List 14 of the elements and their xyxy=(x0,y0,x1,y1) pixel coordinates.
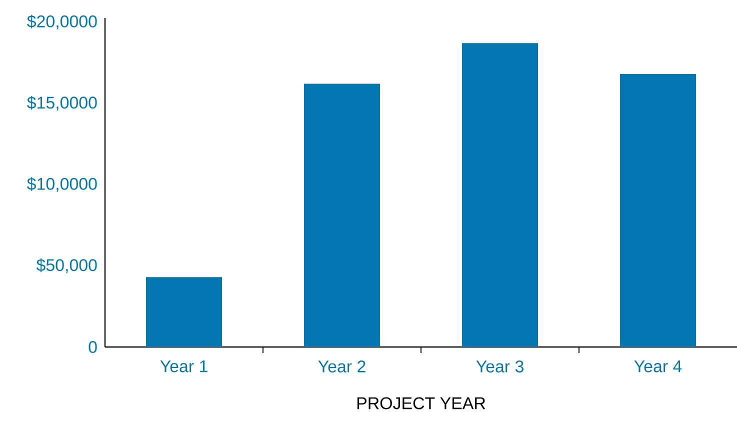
x-tick-label: Year 1 xyxy=(160,360,208,372)
x-tick-label: Year 4 xyxy=(634,360,682,372)
y-tick-label: $20,0000 xyxy=(27,14,97,30)
bar xyxy=(620,74,696,347)
bar xyxy=(146,277,222,347)
y-tick-label: $15,0000 xyxy=(27,96,97,111)
y-tick-label: $10,0000 xyxy=(27,177,97,192)
x-tick-label: Year 2 xyxy=(318,360,366,372)
bar xyxy=(304,84,380,347)
bar xyxy=(462,43,538,347)
x-axis-title: PROJECT YEAR xyxy=(357,397,486,410)
y-tick-label: $50,000 xyxy=(36,258,97,274)
x-tick-label: Year 3 xyxy=(476,360,524,372)
y-tick-label: 0 xyxy=(88,341,97,353)
